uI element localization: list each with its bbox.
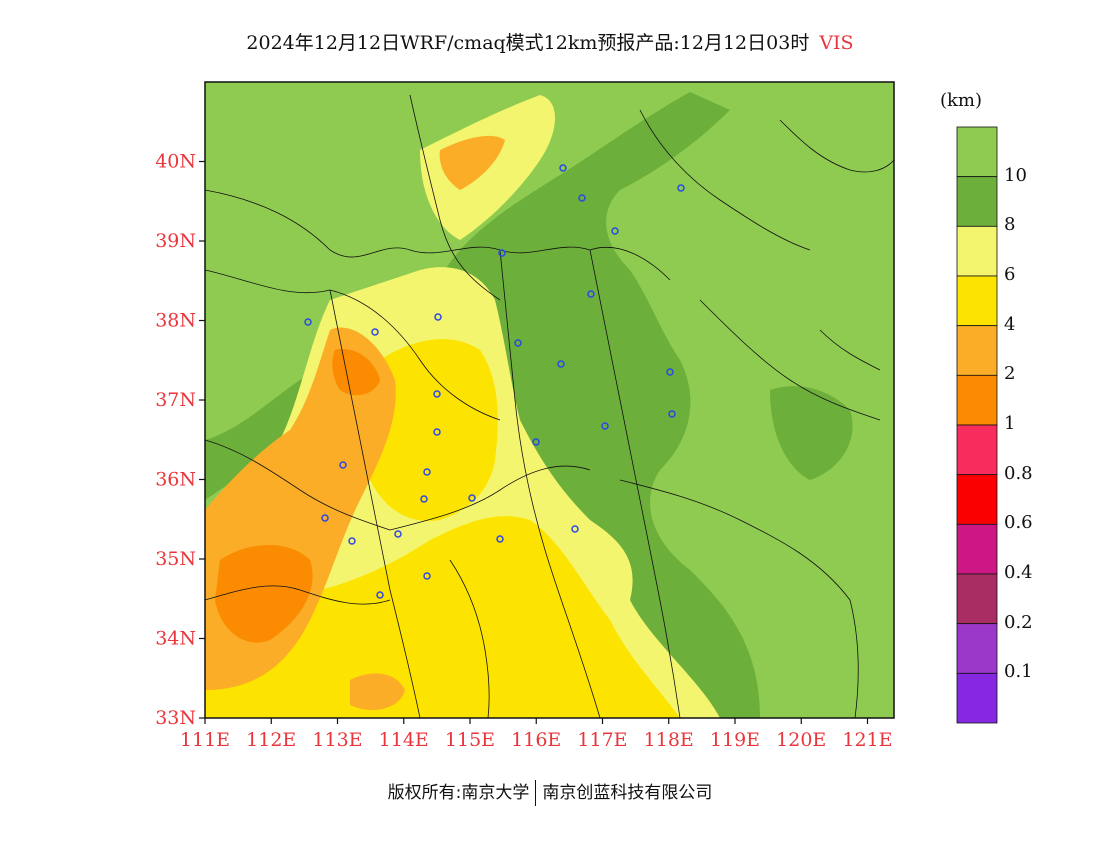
colorbar-label: 0.1 (1004, 661, 1033, 683)
band-4-6 (205, 516, 680, 718)
colorbar-label: 4 (1004, 313, 1016, 335)
band-8-10-east (770, 386, 853, 480)
colorbar-label: 6 (1004, 264, 1016, 285)
lon-tick-label: 121E (842, 729, 892, 751)
colorbar-swatch (956, 672, 998, 724)
colorbar-swatch (956, 523, 998, 575)
admin-boundaries (205, 94, 894, 718)
colorbar-swatch (956, 176, 998, 227)
footer-company: 南京创蓝科技有限公司 (542, 783, 713, 803)
colorbar-swatch (956, 474, 998, 525)
lat-tick-label: 34N (155, 628, 196, 650)
colorbar-swatch (956, 325, 998, 376)
colorbar-label: 0.6 (1004, 512, 1033, 534)
lon-tick-label: 111E (180, 729, 230, 751)
station-markers (304, 164, 685, 599)
lon-tick-label: 117E (577, 729, 627, 751)
band-8-10-west (205, 378, 321, 500)
band-1-2 (215, 545, 313, 643)
map-title: 2024年12月12日WRF/cmaq模式12km预报产品:12月12日03时 V… (0, 28, 1100, 55)
lat-tick-label: 40N (155, 151, 196, 173)
variable-tag: VIS (819, 32, 854, 54)
visibility-field (205, 82, 894, 718)
lon-tick-label: 119E (710, 729, 760, 751)
colorbar-swatch (956, 225, 998, 277)
band-4-6-central (363, 339, 498, 521)
lat-tick-label: 36N (155, 469, 196, 491)
lon-tick-label: 113E (312, 729, 362, 751)
band-8-10-north (445, 92, 760, 718)
colorbar-swatch (956, 275, 998, 327)
latitude-axis: 40N 39N 38N 37N 36N 35N 34N 33N (155, 151, 205, 729)
footer-separator (535, 780, 537, 806)
band-2-4-north (439, 135, 505, 190)
footer-copyright: 版权所有:南京大学 (387, 783, 530, 803)
colorbar-label: 8 (1004, 214, 1016, 236)
lon-tick-label: 112E (246, 729, 296, 751)
colorbar-label: 1 (1004, 413, 1016, 434)
band-2-4-south (350, 673, 405, 710)
colorbar-swatch (956, 126, 998, 178)
colorbar-swatch (956, 424, 998, 476)
lat-tick-label: 39N (155, 230, 196, 252)
lon-tick-label: 116E (511, 729, 561, 751)
footer: 版权所有:南京大学 南京创蓝科技有限公司 (0, 778, 1100, 806)
lat-tick-label: 33N (155, 707, 196, 729)
longitude-axis: 111E 112E 113E 114E 115E 116E 117E 118E 119E 120E… (180, 718, 893, 751)
colorbar-label: 0.4 (1004, 562, 1033, 583)
lon-tick-label: 114E (379, 729, 429, 751)
colorbar-label: 10 (1004, 164, 1027, 186)
colorbar-label: 0.2 (1004, 611, 1033, 633)
colorbar-swatch (956, 573, 998, 625)
colorbar-label: 2 (1004, 363, 1016, 385)
lon-tick-label: 120E (776, 729, 826, 751)
lat-tick-label: 38N (155, 310, 196, 332)
lon-tick-label: 115E (445, 729, 495, 751)
lat-tick-label: 35N (155, 548, 196, 570)
title-text: 2024年12月12日WRF/cmaq模式12km预报产品:12月12日03时 (246, 32, 810, 54)
colorbar-swatch (956, 374, 998, 426)
lat-tick-label: 37N (155, 389, 196, 411)
colorbar-unit: (km) (940, 90, 983, 111)
colorbar-label: 0.8 (1004, 462, 1033, 484)
colorbar-swatch (956, 623, 998, 674)
colorbar (956, 126, 998, 724)
lon-tick-label: 118E (644, 729, 694, 751)
